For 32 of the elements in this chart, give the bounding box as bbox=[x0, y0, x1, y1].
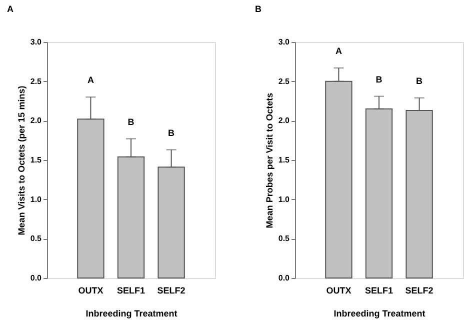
y-axis-title: Mean Probes per Visit to Octets bbox=[264, 92, 274, 228]
x-tick-label: SELF2 bbox=[157, 286, 186, 296]
chart-title: A bbox=[7, 4, 14, 14]
x-tick-label: OUTX bbox=[326, 286, 352, 296]
y-tick-label: 1.0 bbox=[278, 194, 290, 204]
x-tick-label: SELF1 bbox=[364, 286, 394, 296]
annotation: B bbox=[128, 116, 135, 127]
x-tick-label: OUTX bbox=[78, 286, 104, 296]
x-axis-title: Inbreeding Treatment bbox=[334, 308, 426, 318]
y-tick-label: 2.0 bbox=[30, 116, 42, 126]
annotation: B bbox=[168, 128, 176, 138]
y-tick-label: 2.0 bbox=[278, 116, 290, 126]
y-tick-label: 1.5 bbox=[278, 156, 290, 164]
annotation: A bbox=[87, 75, 94, 86]
y-tick-label: 0.5 bbox=[30, 234, 42, 244]
x-tick-label: SELF1 bbox=[116, 286, 146, 296]
y-axis-title: Mean Visits to Octets (per 15 mins) bbox=[16, 86, 26, 236]
annotation: B bbox=[416, 76, 424, 86]
y-tick-label: 3.0 bbox=[278, 38, 290, 46]
y-tick-label: 2.5 bbox=[30, 76, 42, 86]
x-tick-label: SELF2 bbox=[405, 286, 434, 296]
y-tick-label: 1.0 bbox=[30, 194, 42, 204]
y-tick-label: 0.0 bbox=[278, 274, 290, 282]
annotation: A bbox=[335, 46, 342, 56]
x-axis-title: Inbreeding Treatment bbox=[86, 308, 178, 318]
annotation: B bbox=[376, 74, 383, 84]
y-tick-label: 1.5 bbox=[30, 156, 42, 164]
y-tick-label: 0.5 bbox=[278, 234, 290, 244]
y-tick-label: 3.0 bbox=[30, 38, 42, 46]
y-tick-label: 0.0 bbox=[30, 274, 42, 282]
y-tick-label: 2.5 bbox=[278, 76, 290, 86]
chart-title: B bbox=[255, 4, 262, 14]
